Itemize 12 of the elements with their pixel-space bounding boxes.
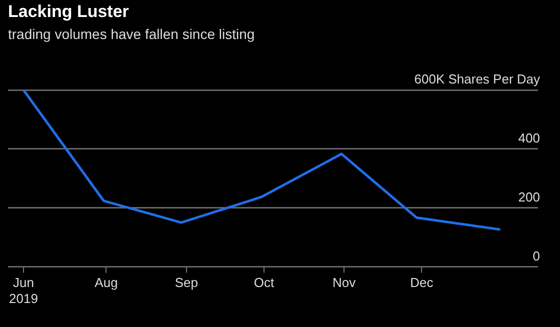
y-tick-label: 400 [518, 130, 540, 146]
y-tick-label: 200 [518, 189, 540, 204]
x-tick-label: Dec [410, 275, 434, 290]
x-tick-label: Nov [332, 275, 356, 290]
chart-title: Lacking Luster [8, 2, 129, 22]
y-tick-label: 600K Shares Per Day [414, 72, 540, 87]
y-tick-label: 0 [532, 248, 540, 264]
x-tick-label: Sep [174, 275, 198, 290]
x-tick-label: Aug [94, 275, 118, 290]
chart-subtitle: trading volumes have fallen since listing [8, 26, 255, 42]
x-tick-label: Jun 2019 [9, 275, 38, 306]
x-tick-label: Oct [254, 275, 274, 290]
